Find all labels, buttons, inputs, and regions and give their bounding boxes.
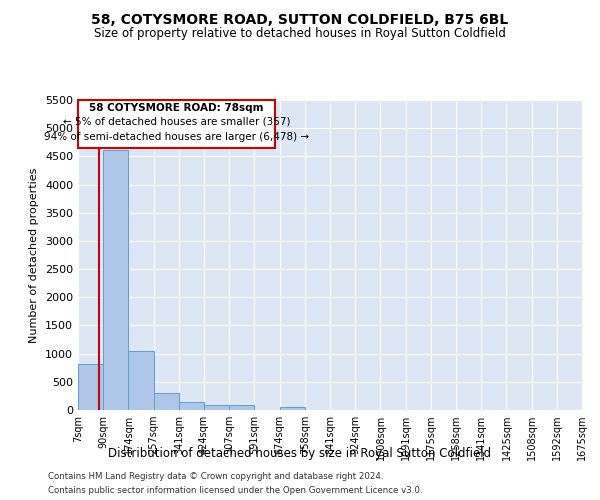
Bar [179,402,204,410]
Bar [229,406,254,410]
Bar [103,150,128,410]
Text: Contains public sector information licensed under the Open Government Licence v3: Contains public sector information licen… [48,486,422,495]
Bar [78,364,103,410]
Bar [204,404,229,410]
Text: 58, COTYSMORE ROAD, SUTTON COLDFIELD, B75 6BL: 58, COTYSMORE ROAD, SUTTON COLDFIELD, B7… [91,12,509,26]
Bar [128,350,154,410]
Text: ← 5% of detached houses are smaller (357): ← 5% of detached houses are smaller (357… [63,117,290,127]
Text: Contains HM Land Registry data © Crown copyright and database right 2024.: Contains HM Land Registry data © Crown c… [48,472,383,481]
Text: 94% of semi-detached houses are larger (6,478) →: 94% of semi-detached houses are larger (… [44,132,309,142]
Bar [154,393,179,410]
Text: Size of property relative to detached houses in Royal Sutton Coldfield: Size of property relative to detached ho… [94,28,506,40]
Text: Distribution of detached houses by size in Royal Sutton Coldfield: Distribution of detached houses by size … [109,448,491,460]
Text: 58 COTYSMORE ROAD: 78sqm: 58 COTYSMORE ROAD: 78sqm [89,103,264,113]
Bar [280,407,305,410]
FancyBboxPatch shape [78,100,275,148]
Y-axis label: Number of detached properties: Number of detached properties [29,168,40,342]
